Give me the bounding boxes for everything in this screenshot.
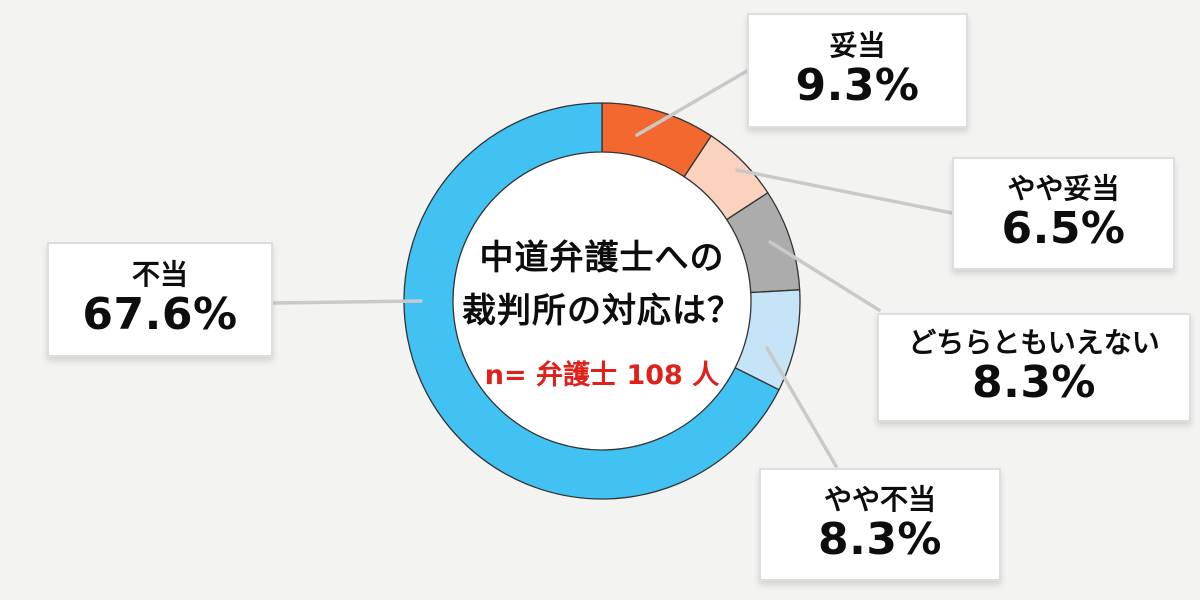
callout-percentage: 8.3%: [817, 514, 943, 566]
callout-percentage: 9.3%: [795, 60, 920, 112]
callout-percentage: 8.3%: [971, 357, 1097, 409]
callout-label: 不当: [131, 258, 188, 292]
callout-line-yaya-tekito: [735, 168, 954, 215]
callout-line-futo: [272, 299, 423, 305]
callout-label: どちらともいえない: [908, 326, 1160, 360]
callout-box-yaya-futo: やや不当 8.3%: [759, 468, 1001, 581]
callout-line-tekito: [635, 69, 749, 137]
callout-label: やや不当: [823, 483, 936, 517]
chart-center-text: 中道弁護士への 裁判所の対応は？ n= 弁護士 108 人: [442, 232, 762, 392]
callout-box-tekito: 妥当 9.3%: [747, 13, 968, 128]
callout-percentage: 6.5%: [1001, 203, 1126, 255]
donut-segment-4: [403, 102, 780, 500]
callout-line-yaya-futo: [765, 346, 838, 468]
donut-segments: [403, 102, 801, 500]
callout-line-dochira: [768, 240, 881, 312]
callout-box-futo: 不当 67.6%: [47, 242, 273, 357]
donut-hole: [450, 149, 754, 453]
callout-label: やや妥当: [1007, 172, 1120, 206]
chart-title-line1: 中道弁護士への: [479, 238, 725, 278]
callout-percentage: 67.6%: [82, 289, 238, 341]
callout-label: 妥当: [829, 29, 886, 63]
sample-size-note: n= 弁護士 108 人: [484, 360, 720, 392]
chart-title-line2: 裁判所の対応は？: [462, 290, 742, 331]
callout-box-yaya-tekito: やや妥当 6.5%: [952, 157, 1175, 270]
callout-box-dochira: どちらともいえない 8.3%: [877, 313, 1191, 422]
